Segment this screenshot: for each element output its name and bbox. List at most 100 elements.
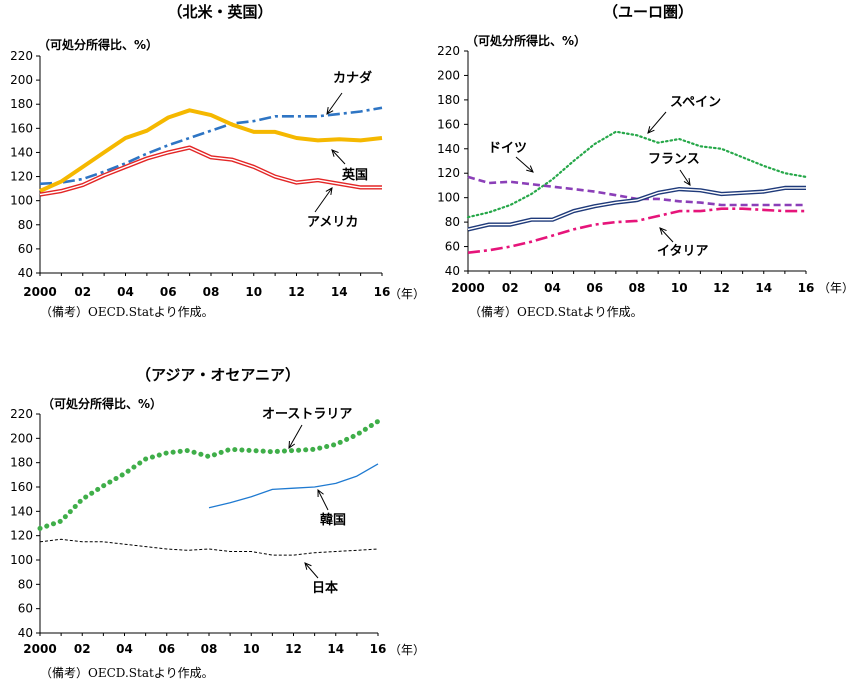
chart3-ytick-label: 40 bbox=[18, 626, 33, 640]
chart1-xtick-label: 12 bbox=[288, 285, 305, 299]
chart3-ytick-label: 200 bbox=[10, 431, 33, 445]
chart1-ytick-label: 200 bbox=[10, 73, 33, 87]
chart2-ytick-label: 140 bbox=[437, 142, 460, 156]
chart2-xtick-label: 12 bbox=[713, 281, 730, 295]
chart2-xtick-label: 06 bbox=[586, 281, 603, 295]
chart1-ytick-label: 180 bbox=[10, 97, 33, 111]
chart3-series-3-line bbox=[39, 538, 379, 556]
chart2-ytick-label: 100 bbox=[437, 191, 460, 205]
chart1-xtick-label: 2000 bbox=[23, 285, 56, 299]
chart2-ytick-label: 60 bbox=[445, 240, 460, 254]
chart2-label-france: フランス bbox=[648, 152, 700, 167]
chart2-series-3-line bbox=[467, 185, 806, 232]
chart3-ytick-label: 80 bbox=[18, 577, 33, 591]
chart2-ytick-label: 180 bbox=[437, 93, 460, 107]
chart3-series-1-line bbox=[37, 418, 381, 531]
chart3-annotation-arrow bbox=[288, 424, 303, 450]
chart3-ytick-label: 140 bbox=[10, 504, 33, 518]
chart2-label-germany: ドイツ bbox=[488, 141, 527, 156]
chart3-xtick-label: 06 bbox=[158, 642, 175, 656]
chart2-ytick-label: 80 bbox=[445, 215, 460, 229]
chart3-annotation-arrow bbox=[304, 562, 319, 579]
chart3-label-korea: 韓国 bbox=[320, 512, 346, 528]
chart3-xtick-label: 12 bbox=[285, 642, 302, 656]
chart1-xunit: （年） bbox=[389, 287, 425, 301]
chart1-series-2-line bbox=[39, 108, 383, 193]
chart2-xtick-label: 02 bbox=[502, 281, 519, 295]
chart2-ytick-label: 40 bbox=[445, 264, 460, 278]
chart3-note: （備考）OECD.Statより作成。 bbox=[40, 666, 214, 680]
chart3-xtick-label: 02 bbox=[74, 642, 91, 656]
chart1-ytick-label: 120 bbox=[10, 170, 33, 184]
chart1-label-canada: カナダ bbox=[333, 70, 372, 86]
chart2-label-spain: スペイン bbox=[670, 95, 721, 110]
chart1-ytick-label: 40 bbox=[18, 266, 33, 280]
chart1-label-uk: 英国 bbox=[341, 167, 368, 183]
chart1-annotation-arrow bbox=[314, 187, 333, 213]
chart2-ytick-label: 120 bbox=[437, 166, 460, 180]
chart2-xtick-label: 14 bbox=[755, 281, 772, 295]
chart2-ytick-label: 220 bbox=[437, 44, 460, 58]
chart1-xtick-label: 06 bbox=[160, 285, 177, 299]
chart2-title: （ユーロ圏） bbox=[602, 3, 693, 21]
chart1-ytick-label: 80 bbox=[18, 218, 33, 232]
chart3-label-japan: 日本 bbox=[312, 580, 338, 596]
chart3-ytick-label: 120 bbox=[10, 529, 33, 543]
chart3-ytick-label: 180 bbox=[10, 456, 33, 470]
chart2-series-4-line bbox=[467, 207, 806, 254]
chart3-ytick-label: 60 bbox=[18, 602, 33, 616]
chart1-ylabel: （可処分所得比、%） bbox=[38, 37, 158, 52]
chart3-annotation-arrow bbox=[317, 488, 329, 511]
chart3-label-australia: オーストラリア bbox=[262, 407, 352, 422]
chart2-xtick-label: 2000 bbox=[451, 281, 484, 295]
chart1-series-3-line bbox=[39, 145, 382, 197]
chart1-ytick-label: 100 bbox=[10, 194, 33, 208]
chart1-xtick-label: 08 bbox=[203, 285, 220, 299]
chart3-xtick-label: 2000 bbox=[23, 642, 56, 656]
chart1-note: （備考）OECD.Statより作成。 bbox=[40, 305, 214, 319]
chart2-label-italy: イタリア bbox=[657, 244, 708, 259]
chart3-series-2-line bbox=[208, 463, 379, 509]
chart3-xtick-label: 16 bbox=[370, 642, 387, 656]
chart2-annotation-arrow bbox=[515, 156, 534, 173]
chart2-annotation-arrow bbox=[659, 227, 674, 243]
chart3-ylabel: （可処分所得比、%） bbox=[42, 396, 162, 411]
chart3-xtick-label: 10 bbox=[243, 642, 260, 656]
chart2-series-1-line bbox=[466, 130, 808, 219]
chart1-ytick-label: 140 bbox=[10, 145, 33, 159]
chart3-title: （アジア・オセアニア） bbox=[135, 366, 301, 384]
chart2-annotation-arrow bbox=[647, 111, 667, 134]
chart3-xunit: （年） bbox=[389, 643, 425, 657]
chart1-ytick-label: 220 bbox=[10, 49, 33, 63]
chart1-xtick-label: 04 bbox=[117, 285, 134, 299]
chart3-xtick-label: 04 bbox=[116, 642, 133, 656]
chart1-xtick-label: 14 bbox=[331, 285, 348, 299]
chart1-title: （北米・英国） bbox=[167, 3, 273, 21]
chart2-ylabel: （可処分所得比、%） bbox=[466, 33, 586, 48]
chart3-xtick-label: 08 bbox=[201, 642, 218, 656]
chart2-xtick-label: 04 bbox=[544, 281, 561, 295]
chart1-ytick-label: 60 bbox=[18, 242, 33, 256]
chart2-ytick-label: 160 bbox=[437, 117, 460, 131]
chart3-ytick-label: 100 bbox=[10, 553, 33, 567]
chart2-note: （備考）OECD.Statより作成。 bbox=[469, 305, 643, 319]
chart1-ytick-label: 160 bbox=[10, 121, 33, 135]
chart1-xtick-label: 10 bbox=[245, 285, 262, 299]
chart3-ytick-label: 160 bbox=[10, 480, 33, 494]
chart1-annotation-arrow bbox=[331, 149, 346, 165]
chart2-xtick-label: 10 bbox=[671, 281, 688, 295]
chart2-xunit: （年） bbox=[818, 281, 851, 295]
chart2-xtick-label: 16 bbox=[798, 281, 815, 295]
chart2-ytick-label: 200 bbox=[437, 68, 460, 82]
chart1-xtick-label: 02 bbox=[74, 285, 91, 299]
chart1-label-usa: アメリカ bbox=[307, 215, 358, 230]
chart1-annotation-arrow bbox=[326, 92, 343, 115]
chart2-annotation-arrow bbox=[679, 169, 691, 186]
chart2-xtick-label: 08 bbox=[629, 281, 646, 295]
chart3-xtick-label: 14 bbox=[327, 642, 344, 656]
chart1-xtick-label: 16 bbox=[374, 285, 391, 299]
chart3-ytick-label: 220 bbox=[10, 407, 33, 421]
